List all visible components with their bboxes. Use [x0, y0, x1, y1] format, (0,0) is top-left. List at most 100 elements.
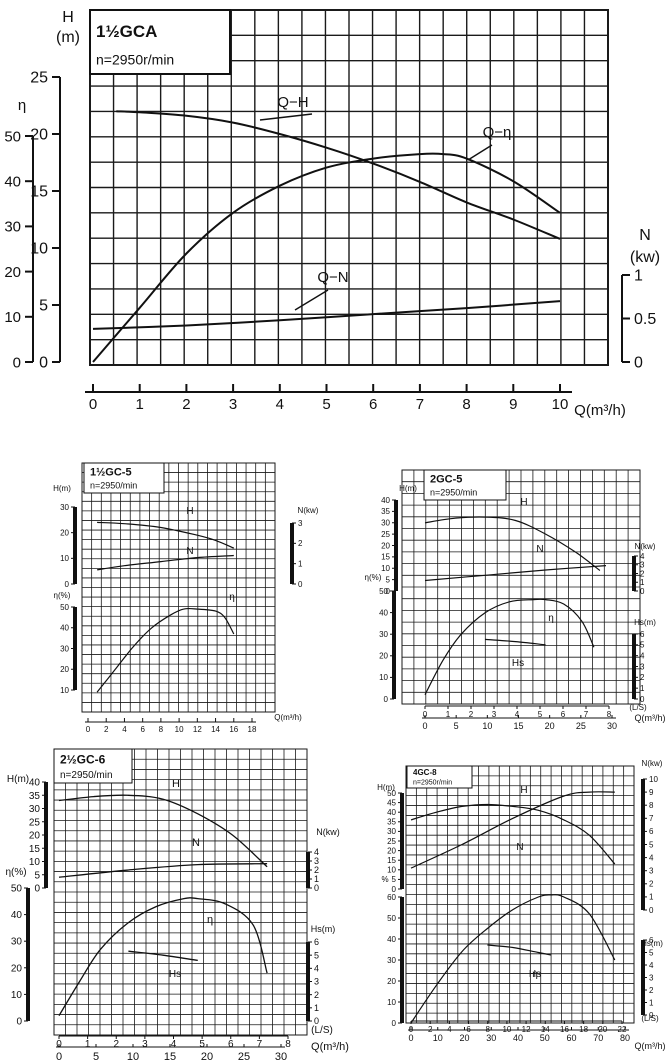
y-tick-label: 30: [387, 956, 396, 965]
series-line-Hs: [485, 638, 546, 646]
y-tick-label: 5: [392, 875, 397, 884]
chart-title: 1½GCA: [96, 22, 157, 41]
y-tick-label: 20: [4, 264, 21, 281]
y-axis-eta: 0 10 20 30 40 50 η: [4, 97, 34, 371]
series-line-H: [410, 803, 616, 865]
series-line-Hs: [487, 944, 552, 956]
y-tick-label: 10: [60, 554, 69, 563]
x-tick-label: 5: [322, 396, 330, 413]
x-tick-label: 15: [513, 721, 523, 731]
y-tick-label: 1: [314, 874, 319, 884]
y-tick-label: 20: [379, 652, 388, 661]
y-tick-label: 4: [314, 963, 319, 973]
y-tick-label: 45: [387, 798, 396, 807]
x-tick-label: 10: [127, 1051, 139, 1061]
series-line-H: [116, 110, 561, 240]
x-tick-label: 6: [140, 725, 145, 734]
x-axis: [85, 718, 256, 723]
x-tick-label: 0: [422, 721, 427, 731]
y-axis-label: %: [381, 875, 388, 884]
y-tick-label: 2: [314, 865, 319, 875]
series-label: H: [172, 778, 180, 790]
title-box: [83, 462, 165, 494]
x-tick-label: 0: [86, 725, 91, 734]
x2-tick-label: 6: [561, 710, 566, 719]
y-tick-label: 40: [387, 808, 396, 817]
series-line-N: [424, 565, 607, 582]
y-tick-label: 0: [298, 580, 303, 589]
x2-tick-label: 22: [618, 1025, 627, 1034]
x-tick-label: 8: [159, 725, 164, 734]
title-box: [53, 748, 133, 784]
x-tick-label: 4: [276, 396, 284, 413]
x-tick-label: 20: [459, 1033, 469, 1043]
y-tick-label: 0: [386, 587, 391, 596]
x-tick-label: 40: [513, 1033, 523, 1043]
chart-title: 2½GC-6: [60, 752, 106, 766]
y-tick-label: 0: [39, 355, 48, 372]
y-axis-label: H(m): [377, 783, 395, 792]
y-tick-label: 1: [634, 268, 643, 285]
series-label-leader: [294, 289, 329, 311]
x-tick-label: 7: [416, 396, 424, 413]
y-tick-label: 0: [392, 885, 397, 894]
y-tick-label: 10: [30, 241, 48, 258]
y-axis-label: N(kw): [316, 827, 340, 837]
y-tick-label: 9: [649, 788, 654, 797]
x2-tick-label: 1: [446, 710, 451, 719]
y-tick-label: 2: [640, 569, 645, 578]
series-line-N: [92, 300, 561, 330]
chart-grid: [89, 9, 609, 366]
y-tick-label: 5: [649, 840, 654, 849]
y-axis-label: H(m): [7, 774, 29, 785]
y-axis-unit: (m): [56, 29, 80, 46]
x-tick-label: 1: [136, 396, 144, 413]
x2-tick-label: 8: [607, 710, 612, 719]
y-tick-label: 40: [379, 608, 388, 617]
x2-tick-label: 0: [56, 1039, 62, 1050]
chart-subtitle: n=2950/min: [430, 488, 477, 498]
y-tick-label: 0: [392, 1019, 397, 1028]
y-tick-label: 20: [60, 528, 69, 537]
y-tick-label: 25: [29, 817, 41, 828]
y-tick-label: 5: [314, 950, 319, 960]
y-axis-Hs: 0 1 2 3 45 6 Hs(m): [632, 618, 656, 704]
y-tick-label: 20: [387, 846, 396, 855]
y-tick-label: 6: [649, 827, 654, 836]
y-axis-bar: [392, 591, 396, 699]
x-tick-label: 2: [182, 396, 190, 413]
x2-tick-label: 2: [469, 710, 474, 719]
y-tick-label: 50: [379, 587, 388, 596]
x-tick-label: 30: [607, 721, 617, 731]
series-label: η: [229, 592, 235, 603]
x-tick-label: 25: [238, 1051, 250, 1061]
chart-subtitle: n=2950r/min: [96, 51, 174, 67]
x2-axis-label: (L/S): [641, 1014, 659, 1023]
series-label: Q−H: [277, 94, 308, 111]
y-tick-label: 30: [381, 519, 390, 528]
y-axis-label: N(kw): [298, 506, 319, 515]
y-axis-label: η(%): [54, 591, 71, 600]
y-tick-label: 10: [387, 998, 396, 1007]
x2-tick-label: 4: [171, 1039, 177, 1050]
x2-axis-label: (L/S): [311, 1025, 333, 1036]
y-tick-label: 2: [314, 990, 319, 1000]
x-tick-label: 50: [540, 1033, 550, 1043]
x-tick-label: 0: [56, 1051, 62, 1061]
y-axis-label: Hs(m): [634, 618, 656, 627]
y-tick-label: 3: [640, 561, 645, 570]
x-tick-label: 10: [175, 725, 184, 734]
y-tick-label: 0: [649, 1011, 654, 1020]
y-tick-label: 5: [649, 948, 654, 957]
y-tick-label: 10: [4, 309, 21, 326]
x2-axis: [58, 1035, 289, 1039]
y-axis-H: 0 10 20 30 H(m): [53, 484, 77, 589]
x2-tick-label: 6: [228, 1039, 234, 1050]
y-tick-label: 30: [387, 827, 396, 836]
x-tick-label: 4: [122, 725, 127, 734]
y-tick-label: 15: [29, 844, 41, 855]
